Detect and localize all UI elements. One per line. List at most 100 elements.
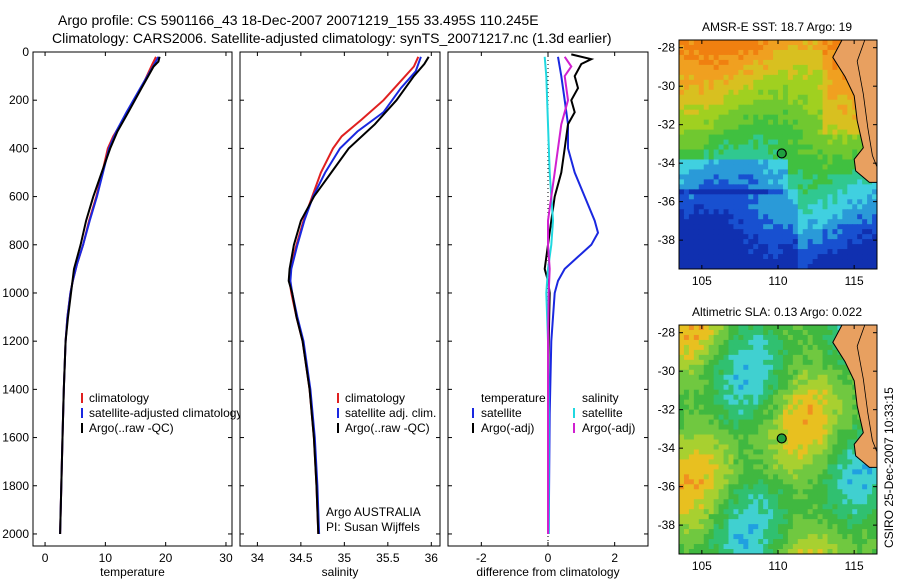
map-cell (787, 449, 794, 456)
map-cell (679, 239, 685, 245)
map-cell (713, 139, 720, 146)
map-cell (723, 114, 730, 121)
map-cell (688, 179, 695, 185)
map-cell (738, 79, 744, 86)
map-cell (728, 264, 735, 269)
map-cell (703, 229, 710, 235)
map-cell (679, 349, 685, 356)
map-cell (693, 529, 700, 535)
map-cell (867, 199, 873, 205)
map-cell (738, 154, 744, 161)
map-cell (768, 469, 774, 475)
map-cell (832, 409, 838, 416)
map-cell (703, 334, 710, 341)
map-cell (842, 544, 848, 550)
map-cell (758, 114, 764, 121)
map-cell (679, 189, 685, 195)
map-cell (753, 489, 759, 495)
map-cell (773, 114, 779, 121)
map-cell (703, 169, 710, 176)
map-cell (708, 374, 715, 381)
map-cell (797, 254, 804, 260)
map-cell (728, 325, 735, 331)
map-cell (718, 439, 725, 446)
map-cell (812, 409, 819, 416)
map-cell (708, 449, 715, 456)
map-cell (723, 179, 730, 185)
map-cell (773, 194, 779, 200)
map-cell (679, 404, 685, 411)
map-cell (748, 514, 754, 520)
map-cell (728, 509, 735, 515)
map-cell (867, 479, 873, 485)
map-cell (693, 239, 700, 245)
map-cell (733, 379, 739, 386)
map-cell (787, 464, 794, 470)
map-cell (753, 329, 759, 336)
map-cell (713, 489, 720, 495)
map-cell (782, 214, 789, 220)
map-cell (768, 244, 774, 250)
map-cell (797, 209, 804, 215)
map-cell (683, 264, 690, 269)
map-cell (723, 64, 730, 71)
map-cell (763, 234, 769, 240)
map-cell (708, 399, 715, 406)
map-cell (703, 384, 710, 391)
map-cell (773, 40, 779, 46)
map-cell (733, 434, 739, 441)
map-cell (817, 84, 824, 91)
map-cell (679, 94, 685, 101)
map-cell (753, 179, 759, 185)
map-cell (837, 499, 843, 505)
map-cell (782, 189, 789, 195)
map-cell (807, 124, 814, 131)
map-cell (773, 429, 779, 436)
map-cell (713, 229, 720, 235)
map-cell (787, 484, 794, 490)
map-cell (718, 139, 725, 146)
map-cell (782, 79, 789, 86)
map-cell (792, 434, 799, 441)
map-cell (683, 59, 690, 66)
map-cell (768, 109, 774, 116)
map-cell (832, 264, 838, 269)
map-cell (807, 229, 814, 235)
map-cell (683, 69, 690, 76)
map-cell (802, 374, 809, 381)
map-cell (738, 169, 744, 176)
map-cell (852, 249, 858, 255)
map-cell (763, 204, 769, 210)
map-cell (688, 369, 695, 376)
map-cell (822, 79, 829, 86)
map-cell (847, 434, 853, 441)
map-cell (847, 469, 853, 475)
map-cell (718, 469, 725, 475)
map-cell (733, 409, 739, 416)
map-cell (778, 244, 784, 250)
map-cell (782, 74, 789, 81)
map-cell (822, 124, 829, 131)
map-cell (743, 434, 749, 441)
map-cell (872, 244, 877, 250)
map-cell (718, 434, 725, 441)
map-cell (733, 459, 739, 465)
map-cell (817, 204, 824, 210)
x-tick-label: 105 (692, 559, 712, 573)
map-cell (758, 59, 764, 66)
map-cell (708, 364, 715, 371)
map-cell (862, 209, 868, 215)
map-cell (857, 534, 863, 540)
map-cell (743, 344, 749, 351)
map-cell (827, 54, 834, 61)
map-cell (768, 134, 774, 141)
map-cell (718, 114, 725, 121)
map-cell (703, 199, 710, 205)
map-field (679, 40, 877, 269)
map-cell (797, 484, 804, 490)
map-cell (782, 459, 789, 465)
map-cell (738, 74, 744, 81)
map-cell (837, 144, 843, 151)
map-cell (847, 154, 853, 161)
map-cell (778, 499, 784, 505)
